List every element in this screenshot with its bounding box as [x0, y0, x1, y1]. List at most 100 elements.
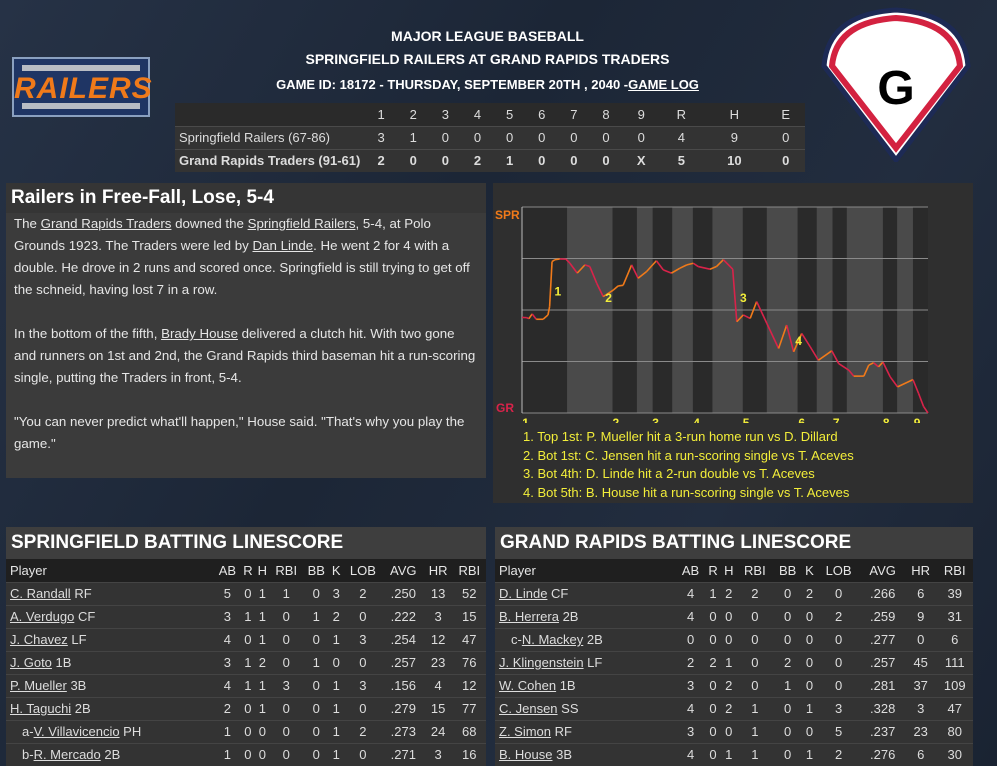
player-link[interactable]: C. Randall: [10, 586, 71, 601]
stat-cell: 0: [773, 627, 803, 651]
column-header: RBI: [936, 559, 973, 582]
linescore-cell: 9: [702, 125, 767, 149]
player-cell: C. Randall RF: [6, 581, 215, 605]
stat-cell: 3: [214, 604, 241, 628]
springfield-batting-panel: SPRINGFIELD BATTING LINESCORE Player AB R H…: [6, 527, 486, 766]
win-probability-segment: [547, 306, 551, 316]
player-cell: W. Cohen 1B: [495, 673, 676, 697]
stat-cell: 1: [269, 581, 303, 605]
player-cell: C. Jensen SS: [495, 696, 676, 720]
stat-cell: 1: [255, 604, 270, 628]
player-link[interactable]: B. House: [499, 747, 553, 763]
player-link[interactable]: J. Klingenstein: [499, 655, 584, 670]
player-position: SS: [557, 701, 579, 716]
stat-cell: 1: [773, 673, 803, 697]
linescore-row: Springfield Railers (67-86) 3 1 0 0 0 0 0 0 0 4 9 0: [175, 125, 805, 149]
player-position: PH: [119, 724, 142, 739]
stat-cell: 2: [736, 581, 774, 605]
win-probability-segment: [848, 369, 855, 377]
stat-cell: 2: [816, 742, 861, 766]
win-probability-segment: [863, 364, 870, 377]
column-header: BB: [773, 559, 803, 582]
stat-cell: 0: [302, 673, 330, 697]
stat-cell: .328: [860, 696, 905, 720]
stat-cell: 0: [773, 696, 803, 720]
player-link[interactable]: W. Cohen: [499, 678, 557, 693]
batting-row: D. Linde CF 4 1 2 2 0 2 0.266 6 39: [495, 581, 973, 605]
stat-cell: 1: [329, 673, 343, 697]
player-link[interactable]: C. Jensen: [499, 701, 558, 716]
stat-cell: 0: [904, 627, 937, 651]
story-link[interactable]: Brady House: [161, 326, 238, 341]
stat-cell: 0: [342, 650, 383, 674]
batting-header-row: Player AB R H RBI BB K LOB AVG HR RBI: [495, 559, 973, 582]
story-link[interactable]: Grand Rapids Traders: [40, 216, 172, 231]
player-position: RF: [70, 586, 92, 601]
stat-cell: 0: [269, 719, 303, 743]
stat-cell: 3: [269, 673, 303, 697]
column-header: H: [720, 559, 737, 582]
column-header: R: [240, 559, 256, 582]
linescore-cell: X: [622, 148, 661, 172]
grand-rapids-batting-panel: GRAND RAPIDS BATTING LINESCORE Player AB R…: [495, 527, 973, 766]
player-link[interactable]: R. Mercado: [33, 747, 101, 763]
batting-row: A. Verdugo CF 3 1 1 0 1 2 0.222 3 15: [6, 604, 486, 628]
stat-cell: 0: [736, 604, 774, 628]
stat-cell: 0: [773, 719, 803, 743]
inning-tick-label: 8: [883, 416, 890, 423]
linescore-cell: 0: [461, 125, 494, 149]
win-probability-segment: [618, 284, 624, 287]
win-probability-segment: [531, 313, 537, 320]
linescore-cell: 0: [589, 148, 622, 172]
win-probability-segment: [749, 301, 758, 319]
player-link[interactable]: A. Verdugo: [10, 609, 75, 624]
player-cell: J. Chavez LF: [6, 627, 215, 651]
player-link[interactable]: Z. Simon: [499, 724, 552, 739]
stat-cell: 1: [240, 673, 256, 697]
player-link[interactable]: B. Herrera: [499, 609, 559, 624]
player-link[interactable]: P. Mueller: [10, 678, 67, 693]
story-text: In the bottom of the fifth,: [14, 326, 162, 341]
stat-cell: 80: [936, 719, 973, 743]
player-link[interactable]: D. Linde: [499, 586, 548, 601]
story-link[interactable]: Dan Linde: [252, 238, 314, 253]
stat-cell: 3: [676, 673, 706, 697]
player-link[interactable]: J. Chavez: [10, 632, 68, 647]
win-probability-segment: [831, 350, 840, 364]
springfield-batting-title: SPRINGFIELD BATTING LINESCORE: [6, 527, 486, 559]
traders-logo: G: [821, 7, 971, 162]
batting-row: W. Cohen 1B 3 0 2 0 1 0 0.281 37 109: [495, 673, 973, 697]
batting-row: C. Jensen SS 4 0 2 1 0 1 3.328 3 47: [495, 696, 973, 720]
win-probability-segment: [637, 270, 648, 279]
stat-cell: 1: [329, 719, 343, 743]
column-header: Player: [6, 559, 215, 582]
springfield-batting-table: Player AB R H RBI BB K LOB AVG HR RBI C. Randall RF…: [6, 559, 486, 766]
stat-cell: 1: [214, 742, 241, 766]
story-link[interactable]: Springfield Railers: [247, 216, 356, 231]
player-position: 2B: [100, 747, 121, 763]
linescore-header: E: [766, 103, 805, 126]
event-marker: 1: [554, 285, 561, 299]
linescore-header: 8: [589, 103, 622, 126]
column-header: K: [329, 559, 343, 582]
team-name: Springfield Railers (67-86): [175, 125, 365, 149]
game-log-link[interactable]: GAME LOG: [628, 77, 699, 92]
stat-cell: 6: [904, 742, 937, 766]
stat-cell: 0: [269, 604, 303, 628]
player-cell: c-N. Mackey 2B: [495, 627, 676, 651]
player-link[interactable]: H. Taguchi: [10, 701, 72, 716]
stat-cell: 0: [705, 719, 721, 743]
player-link[interactable]: N. Mackey: [521, 632, 584, 647]
win-probability-segment: [877, 361, 884, 368]
stat-cell: 109: [936, 673, 973, 697]
sub-prefix: a-: [22, 724, 34, 739]
win-probability-segment: [766, 323, 780, 349]
linescore-header: 6: [525, 103, 558, 126]
game-story: Railers in Free-Fall, Lose, 5-4 The Gran…: [6, 183, 486, 478]
stat-cell: 2: [773, 650, 803, 674]
inning-tick-label: 9: [914, 416, 921, 423]
player-link[interactable]: V. Villavicencio: [33, 724, 120, 739]
team-name: Grand Rapids Traders (91-61): [175, 148, 365, 172]
player-link[interactable]: J. Goto: [10, 655, 52, 670]
linescore-header: H: [702, 103, 767, 126]
